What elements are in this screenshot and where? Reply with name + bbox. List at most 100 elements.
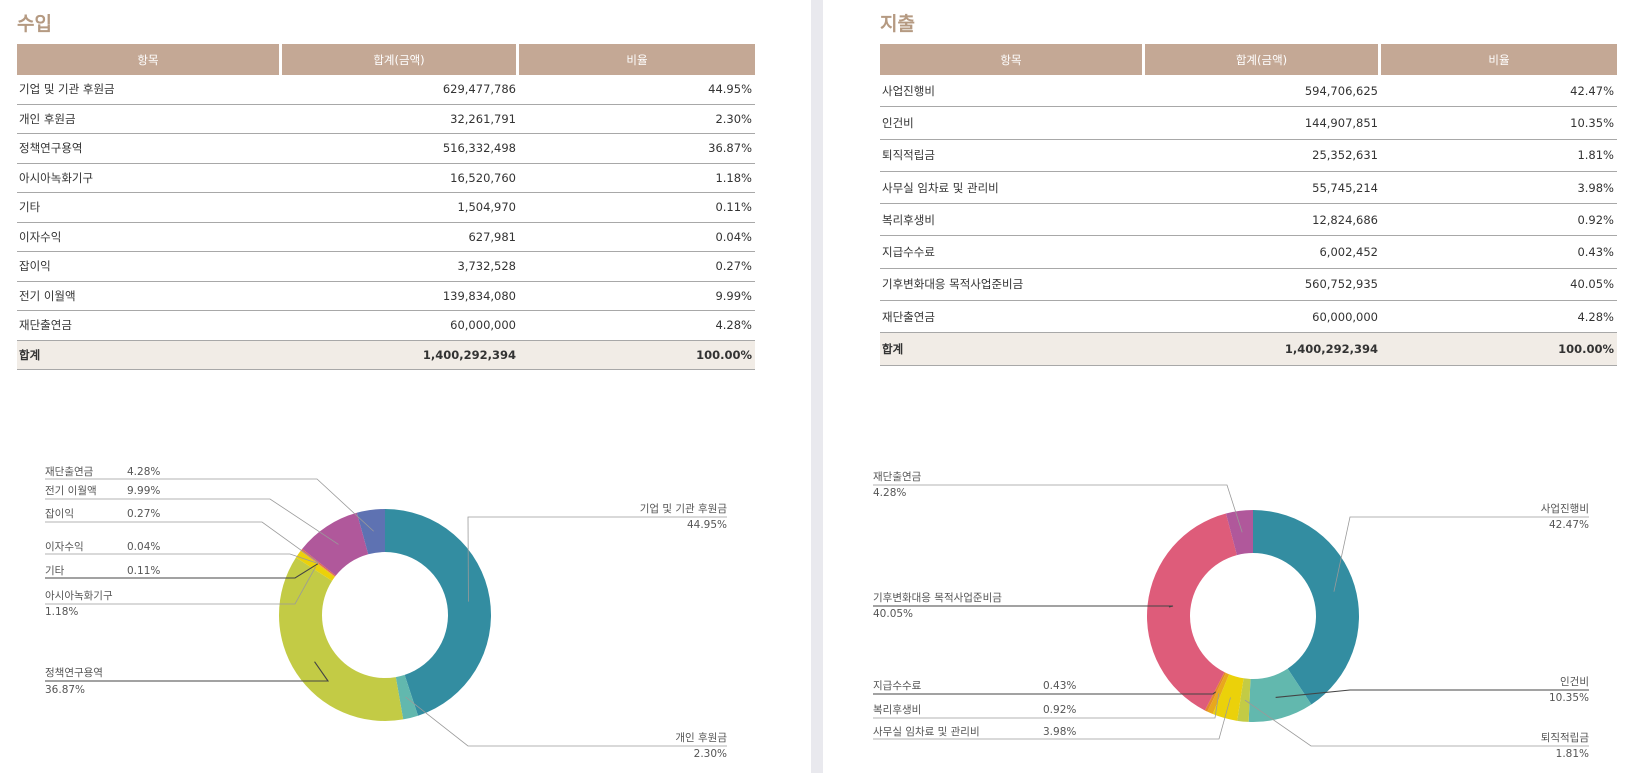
income-slice-1 xyxy=(395,674,419,720)
table-row: 잡이익 3,732,528 0.27% xyxy=(17,252,755,282)
row-label: 사무실 임차료 및 관리비 xyxy=(880,172,1145,205)
table-row: 퇴직적립금 25,352,631 1.81% xyxy=(880,140,1617,172)
expense-slice-2 xyxy=(1237,678,1251,722)
table-row: 지급수수료 6,002,452 0.43% xyxy=(880,236,1617,269)
row-amount: 6,002,452 xyxy=(1145,236,1381,269)
income-leader-5 xyxy=(45,553,319,564)
expense-pct-2: 1.81% xyxy=(1556,748,1589,760)
income-label-2: 정책연구용역 xyxy=(45,667,103,679)
income-pct-3: 1.18% xyxy=(45,606,78,618)
row-label: 재단출연금 xyxy=(880,301,1145,334)
header-ratio: 비율 xyxy=(519,44,755,75)
expense-slice-7 xyxy=(1225,510,1253,556)
table-row: 전기 이월액 139,834,080 9.99% xyxy=(17,282,755,311)
expense-leader-5 xyxy=(873,691,1216,695)
total-row: 합계 1,400,292,394 100.00% xyxy=(17,340,755,370)
expense-donut-chart: 사업진행비 42.47% 인건비 10.35% 퇴직적립금 1.81% 사무실 임차료 및 … xyxy=(873,471,1590,760)
table-row: 사무실 임차료 및 관리비 55,745,214 3.98% xyxy=(880,172,1617,205)
expense-label-2: 퇴직적립금 xyxy=(1541,731,1590,744)
row-ratio: 42.47% xyxy=(1381,75,1617,108)
income-pct-1: 2.30% xyxy=(694,748,727,760)
expense-slice-0 xyxy=(1253,510,1359,705)
row-amount: 627,981 xyxy=(282,223,519,252)
row-ratio: 10.35% xyxy=(1381,107,1617,140)
expense-leader-6 xyxy=(873,605,1174,608)
expense-pct-7: 4.28% xyxy=(873,487,906,499)
header-amount: 합계(금액) xyxy=(1145,44,1381,75)
income-slice-0 xyxy=(385,509,492,716)
row-ratio: 0.92% xyxy=(1381,204,1617,237)
expense-slice-4 xyxy=(1207,672,1230,715)
income-label-8: 재단출연금 xyxy=(45,466,94,478)
total-amount: 1,400,292,394 xyxy=(282,340,519,370)
income-pct-4: 0.11% xyxy=(127,565,160,577)
row-amount: 3,732,528 xyxy=(282,252,519,282)
row-amount: 60,000,000 xyxy=(282,311,519,341)
row-label: 아시아녹화기구 xyxy=(17,164,282,193)
row-amount: 139,834,080 xyxy=(282,282,519,311)
expense-pct-4: 0.92% xyxy=(1043,704,1076,716)
total-row: 합계 1,400,292,394 100.00% xyxy=(880,333,1617,366)
row-label: 기업 및 기관 후원금 xyxy=(17,75,282,105)
table-row: 개인 후원금 32,261,791 2.30% xyxy=(17,105,755,134)
row-label: 정책연구용역 xyxy=(17,134,282,164)
income-leader-1 xyxy=(405,696,727,747)
income-table-header: 항목 합계(금액) 비율 xyxy=(17,44,755,75)
row-ratio: 40.05% xyxy=(1381,269,1617,302)
income-label-4: 기타 xyxy=(45,565,65,577)
row-amount: 16,520,760 xyxy=(282,164,519,193)
row-label: 기타 xyxy=(17,193,282,223)
expense-label-1: 인건비 xyxy=(1560,676,1589,688)
income-label-3: 아시아녹화기구 xyxy=(45,590,113,602)
table-row: 사업진행비 594,706,625 42.47% xyxy=(880,75,1617,108)
row-ratio: 0.04% xyxy=(519,223,755,252)
expense-leader-4 xyxy=(873,693,1220,719)
header-amount: 합계(금액) xyxy=(282,44,519,75)
income-slice-7 xyxy=(302,512,369,576)
expense-pct-5: 0.43% xyxy=(1043,680,1076,692)
income-pct-5: 0.04% xyxy=(127,541,160,553)
table-row: 정책연구용역 516,332,498 36.87% xyxy=(17,134,755,164)
row-amount: 144,907,851 xyxy=(1145,107,1381,140)
income-donut-chart: 기업 및 기관 후원금 44.95% 개인 후원금 2.30% 정책연구용역 36.87%… xyxy=(45,466,727,760)
total-amount: 1,400,292,394 xyxy=(1145,333,1381,366)
income-pct-6: 0.27% xyxy=(127,508,160,520)
row-ratio: 4.28% xyxy=(519,311,755,341)
income-pct-2: 36.87% xyxy=(45,684,85,696)
row-amount: 594,706,625 xyxy=(1145,75,1381,108)
income-leader-0 xyxy=(467,516,727,602)
row-ratio: 2.30% xyxy=(519,105,755,134)
row-label: 개인 후원금 xyxy=(17,105,282,134)
row-label: 전기 이월액 xyxy=(17,282,282,311)
row-label: 재단출연금 xyxy=(17,311,282,341)
row-label: 사업진행비 xyxy=(880,75,1145,108)
row-label: 지급수수료 xyxy=(880,236,1145,269)
income-pct-0: 44.95% xyxy=(687,519,727,531)
income-leader-2 xyxy=(45,661,330,682)
total-label: 합계 xyxy=(880,333,1145,366)
expense-slice-6 xyxy=(1147,513,1237,711)
header-item: 항목 xyxy=(880,44,1145,75)
income-label-6: 잡이익 xyxy=(45,508,74,520)
row-label: 퇴직적립금 xyxy=(880,140,1145,172)
table-row: 재단출연금 60,000,000 4.28% xyxy=(880,301,1617,334)
row-ratio: 1.81% xyxy=(1381,140,1617,172)
row-label: 기후변화대응 목적사업준비금 xyxy=(880,269,1145,302)
expense-table-header: 항목 합계(금액) 비율 xyxy=(880,44,1617,75)
table-row: 기타 1,504,970 0.11% xyxy=(17,193,755,223)
income-pct-7: 9.99% xyxy=(127,485,160,497)
panel-divider xyxy=(811,0,823,773)
expense-pct-3: 3.98% xyxy=(1043,726,1076,738)
row-ratio: 9.99% xyxy=(519,282,755,311)
row-amount: 32,261,791 xyxy=(282,105,519,134)
row-amount: 60,000,000 xyxy=(1145,301,1381,334)
table-row: 이자수익 627,981 0.04% xyxy=(17,223,755,252)
income-slice-2 xyxy=(279,557,404,721)
income-pct-8: 4.28% xyxy=(127,466,160,478)
row-ratio: 36.87% xyxy=(519,134,755,164)
income-label-1: 개인 후원금 xyxy=(675,732,727,744)
expense-label-6: 기후변화대응 목적사업준비금 xyxy=(873,591,1002,604)
income-label-5: 이자수익 xyxy=(45,541,84,553)
row-label: 인건비 xyxy=(880,107,1145,140)
row-label: 이자수익 xyxy=(17,223,282,252)
